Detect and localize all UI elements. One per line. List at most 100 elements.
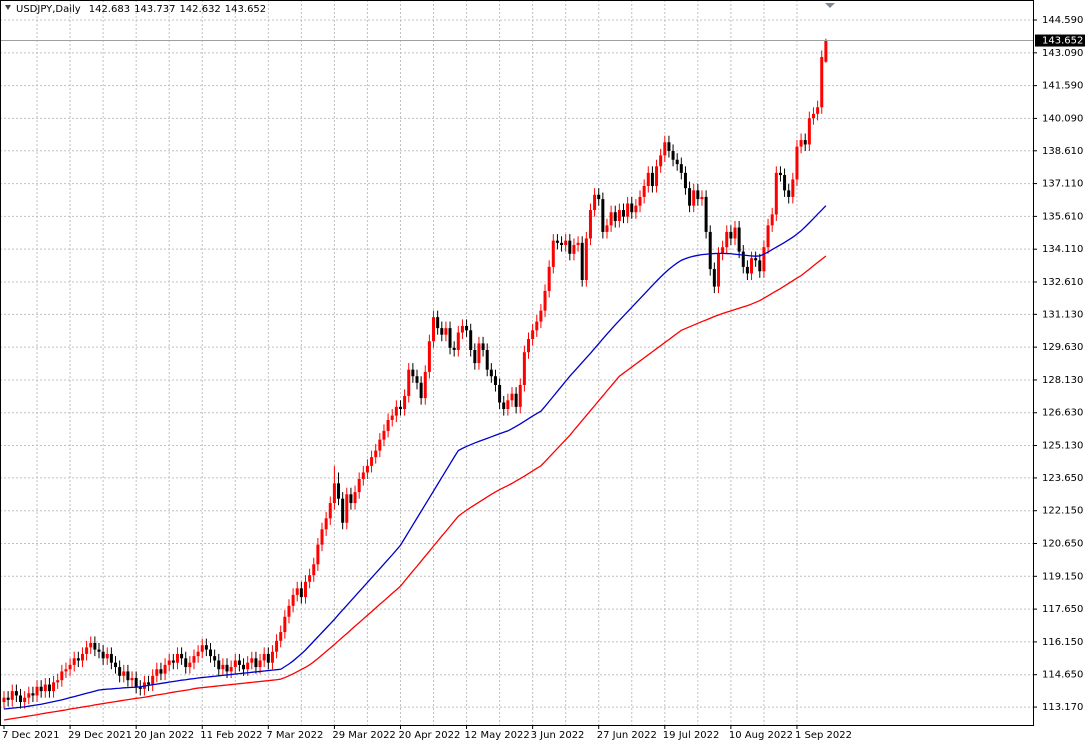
candle-body [415,376,419,383]
candle-body [737,227,741,252]
candle-body [642,185,646,197]
y-tick-label: 134.110 [1042,244,1083,255]
y-tick-label: 138.610 [1042,146,1083,157]
candle-body [799,140,803,147]
candle-body [754,258,758,261]
candle-body [696,190,700,200]
candle-body [506,400,510,410]
candle-body [147,682,151,685]
grid [0,0,1033,725]
candle-body [460,325,464,333]
candle-body [246,662,250,670]
candle-body [593,194,597,211]
candle-body [19,695,23,703]
candle-body [588,210,592,239]
candle-body [180,653,184,659]
candle-body [14,691,18,696]
candle-body [555,240,559,243]
candle-body [774,172,778,215]
candle-body [398,406,402,410]
candle-body [704,196,708,232]
candle-body [622,210,625,217]
candle-body [795,146,799,180]
candle-body [712,269,716,287]
candle-body [233,660,237,668]
candle-body [473,349,477,364]
candle-body [456,332,460,350]
candle-body [217,660,221,670]
candle-body [109,653,113,663]
candle-body [436,317,440,329]
candle-body [303,581,307,598]
candle-body [675,159,679,165]
candle-body [667,142,671,152]
candle-body [564,240,568,246]
candle-body [312,564,316,576]
title-icon [5,5,11,10]
price-label: 143.652 [1042,36,1083,47]
candle-body [171,660,175,663]
candle-body [328,503,332,519]
x-tick-label: 7 Dec 2021 [2,730,60,741]
candle-body [52,682,56,692]
candle-body [27,693,31,698]
candle-body [688,188,692,206]
candle-body [700,196,704,200]
y-tick-label: 143.090 [1042,48,1083,59]
candle-body [134,677,138,687]
candle-body [477,343,481,364]
candle-body [118,667,122,676]
candle-body [221,664,225,670]
candle-body [188,662,192,668]
candle-body [258,660,262,668]
candle-body [357,479,361,493]
candle-body [295,588,299,595]
candle-body [353,492,357,504]
candle-body [60,671,64,681]
candle-body [31,693,35,696]
ohlc-low: 142.632 [179,4,220,15]
y-tick-label: 125.130 [1042,441,1083,452]
ohlc-high: 143.737 [134,4,175,15]
candle-body [270,651,274,663]
y-tick-label: 132.610 [1042,277,1083,288]
candle-body [237,660,241,665]
candle-body [250,658,254,663]
candle-body [316,544,320,565]
candle-body [386,419,390,431]
candle-body [605,225,609,232]
candle-body [35,686,39,696]
candle-body [209,649,212,657]
candle-body [320,529,324,545]
candle-body [766,225,770,248]
y-tick-label: 123.650 [1042,473,1083,484]
candle-body [485,349,489,370]
x-tick-label: 11 Feb 2022 [200,730,262,741]
candle-body [254,658,258,668]
ohlc-open: 142.683 [89,4,130,15]
moving-average [3,205,827,710]
x-tick-label: 29 Mar 2022 [332,730,395,741]
candle-body [287,605,291,617]
price-label-box [1035,34,1085,47]
candle-body [522,352,526,385]
candle-body [502,402,506,410]
ohlc-close: 143.652 [225,4,266,15]
candle-body [374,450,378,458]
candle-body [659,155,663,167]
shift-marker [825,3,835,8]
candle-body [266,653,270,663]
candle-body [762,247,766,272]
candle-body [159,669,163,674]
candle-body [10,691,14,700]
candle-body [279,632,283,641]
y-tick-label: 137.110 [1042,179,1083,190]
candle-body [43,684,47,692]
candle-body [155,669,159,676]
candle-body [444,328,448,335]
candle-body [448,328,452,348]
x-tick-label: 12 May 2022 [465,730,530,741]
x-tick-label: 7 Mar 2022 [266,730,323,741]
